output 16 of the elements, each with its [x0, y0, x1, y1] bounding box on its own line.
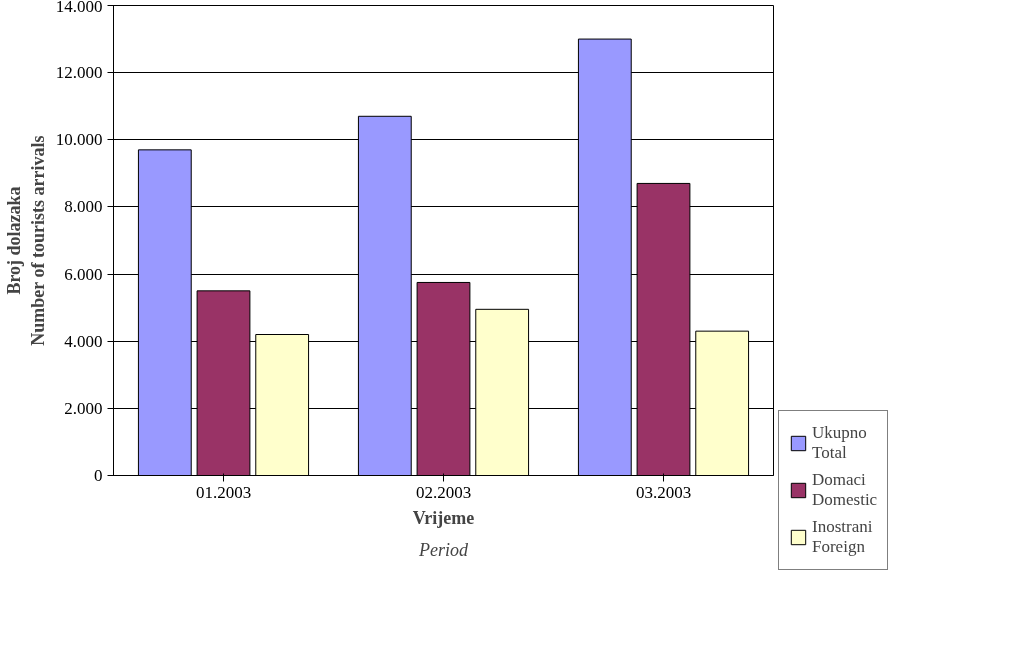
y-tick-label: 10.000: [55, 130, 103, 150]
y-tick-label: 6.000: [64, 264, 103, 284]
y-tick-label: 12.000: [55, 63, 103, 83]
x-axis-title: Vrijeme Period: [412, 507, 475, 560]
legend-label: Ukupno Total: [812, 422, 867, 464]
y-tick-label: 2.000: [64, 398, 103, 418]
y-tick-label: 4.000: [64, 331, 103, 351]
legend-label: Domaci Domestic: [812, 469, 878, 511]
legend-label: Inostrani Foreign: [812, 516, 873, 558]
y-axis-title: Broj dolazaka Number of tourists arrivals: [3, 135, 48, 346]
x-tick-label: 03.2003: [635, 482, 692, 502]
y-tick-label: 0: [94, 466, 103, 485]
y-tick-label: 8.000: [64, 197, 103, 217]
y-tick-label: 14.000: [55, 0, 103, 16]
x-tick-label: 01.2003: [195, 482, 252, 502]
x-tick-label: 02.2003: [415, 482, 472, 502]
